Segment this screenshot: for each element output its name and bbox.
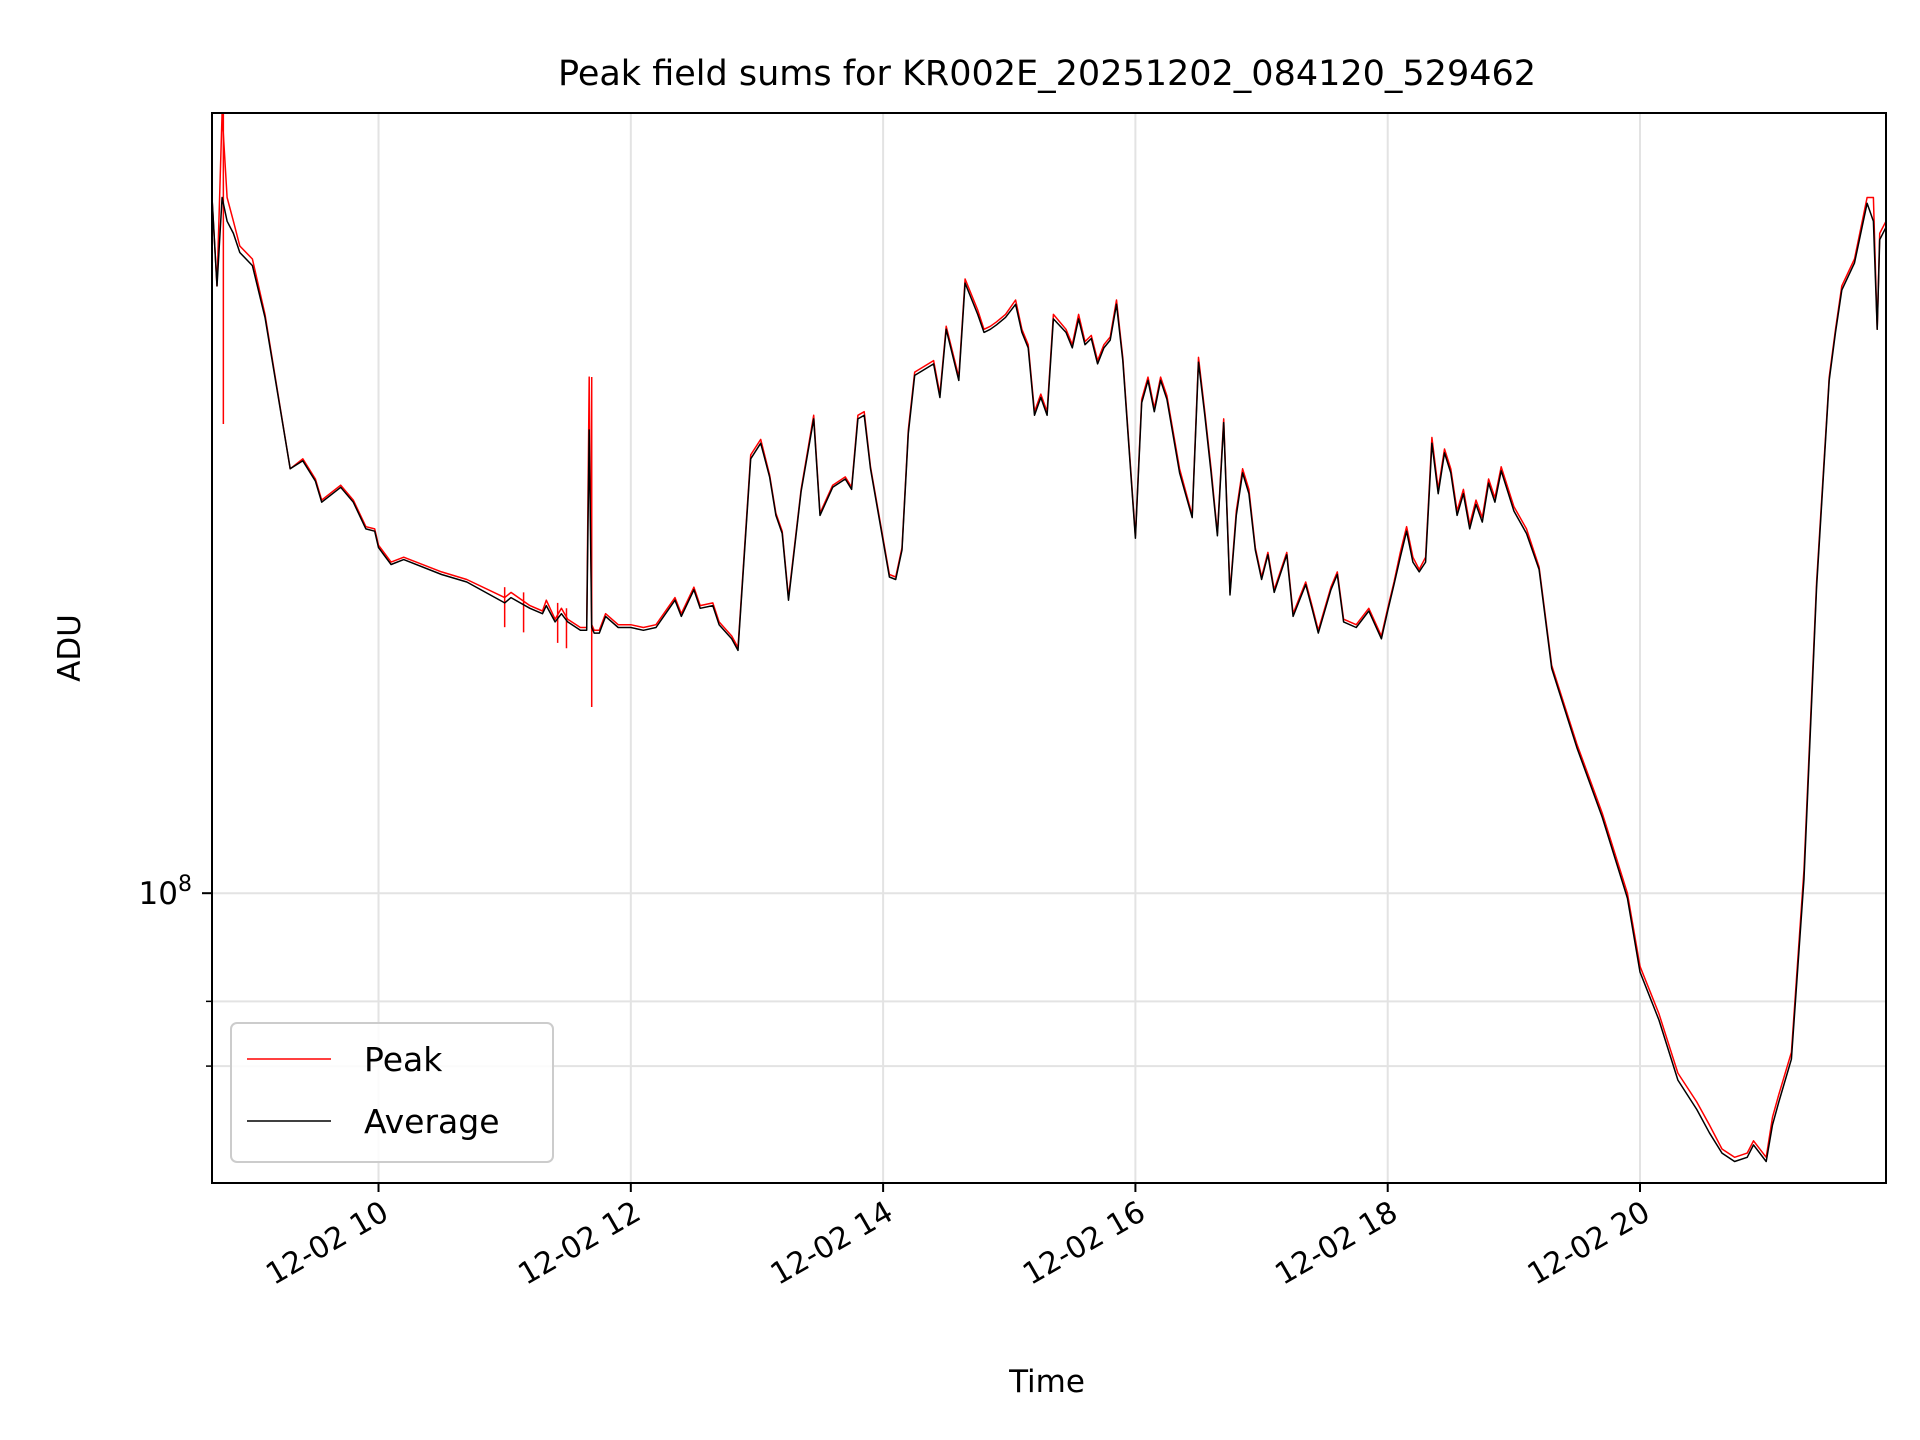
- plot-area-frame: [211, 112, 1887, 1184]
- y-tick-label: 108: [139, 872, 192, 912]
- chart-title: Peak field sums for KR002E_20251202_0841…: [558, 54, 1536, 94]
- x-axis-label: Time: [1008, 1364, 1085, 1400]
- y-axis-label: ADU: [52, 614, 88, 682]
- series-layer: [212, 113, 1886, 1163]
- legend-box: [230, 1022, 554, 1163]
- legend-peak-label: Peak: [364, 1040, 443, 1079]
- legend: Peak Average: [230, 1022, 554, 1163]
- average-series-line: [212, 196, 1886, 1163]
- legend-average-label: Average: [364, 1102, 500, 1141]
